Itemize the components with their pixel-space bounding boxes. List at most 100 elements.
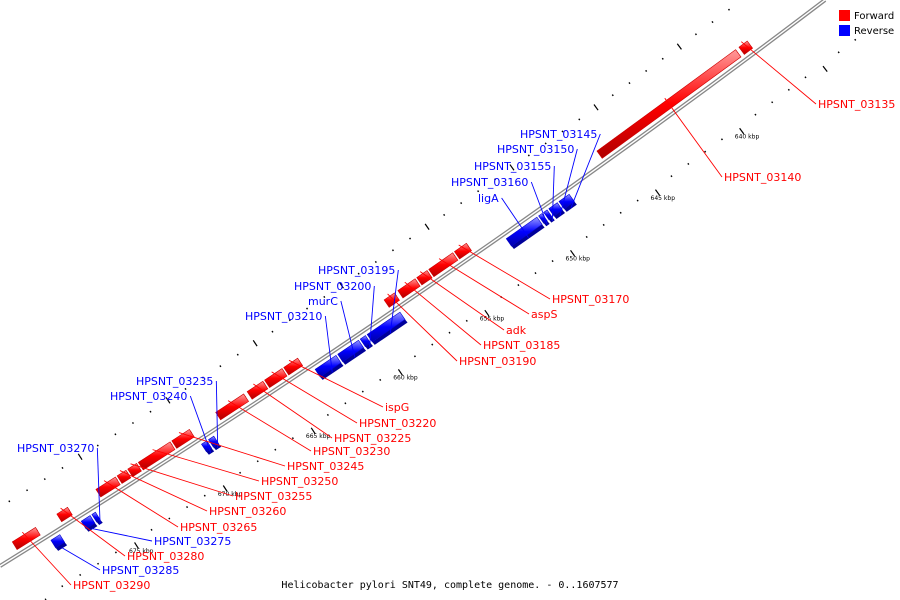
- leader-line: [551, 165, 555, 221]
- inner-major-tick: [339, 282, 344, 289]
- leader-line: [103, 480, 179, 528]
- gene-label-HPSNT_03185[interactable]: HPSNT_03185: [483, 339, 560, 352]
- leader-line: [189, 395, 212, 453]
- gene-label-HPSNT_03195[interactable]: HPSNT_03195: [318, 264, 395, 277]
- minor-tick: [804, 76, 807, 79]
- inner-minor-tick: [96, 444, 99, 447]
- minor-tick: [517, 284, 520, 287]
- gene-HPSNT_03230[interactable]: [215, 393, 250, 421]
- gene-label-HPSNT_03290[interactable]: HPSNT_03290: [73, 579, 150, 592]
- inner-minor-tick: [544, 142, 547, 145]
- gene-HPSNT_03190[interactable]: [383, 292, 400, 308]
- minor-tick: [431, 343, 434, 346]
- tick-label: 670 kbp: [218, 491, 243, 498]
- gene-label-HPSNT_03260[interactable]: HPSNT_03260: [209, 505, 286, 518]
- leader-line: [21, 531, 72, 586]
- tick-layer: 640 kbp 645 kbp 650 kbp 655 kbp 660 kbp 665 k…: [8, 8, 857, 600]
- gene-label-HPSNT_03245[interactable]: HPSNT_03245: [287, 460, 364, 473]
- gene-HPSNT_03185[interactable]: [397, 278, 421, 299]
- inner-minor-tick: [61, 466, 64, 470]
- gene-label-HPSNT_03190[interactable]: HPSNT_03190: [459, 355, 536, 368]
- gene-adk[interactable]: [416, 270, 433, 286]
- gene-HPSNT_03245[interactable]: [171, 428, 195, 449]
- leader-line: [91, 528, 153, 542]
- genome-caption: Helicobacter pylori SNT49, complete geno…: [281, 580, 618, 591]
- minor-tick: [534, 272, 537, 275]
- gene-box: [171, 428, 195, 449]
- minor-tick: [787, 88, 790, 91]
- minor-tick: [687, 162, 690, 166]
- inner-minor-tick: [578, 118, 581, 121]
- major-tick: [397, 369, 403, 376]
- gene-label-HPSNT_03230[interactable]: HPSNT_03230: [313, 445, 390, 458]
- gene-label-HPSNT_03265[interactable]: HPSNT_03265: [180, 521, 257, 534]
- minor-tick: [203, 494, 206, 497]
- gene-box: [137, 441, 176, 471]
- inner-minor-tick: [288, 319, 291, 322]
- inner-major-tick: [676, 43, 682, 50]
- gene-label-HPSNT_03270[interactable]: HPSNT_03270: [17, 442, 94, 455]
- gene-HPSNT_03200[interactable]: [359, 335, 373, 350]
- gene-label-HPSNT_03145[interactable]: HPSNT_03145: [520, 128, 597, 141]
- gene-box: [538, 213, 548, 224]
- inner-minor-tick: [727, 8, 731, 11]
- inner-minor-tick: [201, 376, 204, 379]
- gene-HPSNT_03250[interactable]: [137, 441, 176, 471]
- gene-label-adk[interactable]: adk: [506, 324, 527, 337]
- minor-tick: [585, 235, 588, 239]
- leader-line: [419, 271, 505, 331]
- gene-HPSNT_03290[interactable]: [11, 527, 41, 550]
- gene-label-HPSNT_03240[interactable]: HPSNT_03240: [110, 390, 187, 403]
- gene-label-HPSNT_03140[interactable]: HPSNT_03140: [724, 171, 801, 184]
- gene-label-aspS[interactable]: aspS: [531, 308, 557, 321]
- gene-HPSNT_03280[interactable]: [56, 506, 73, 523]
- leader-line: [340, 300, 356, 358]
- gene-label-HPSNT_03200[interactable]: HPSNT_03200: [294, 280, 371, 293]
- minor-tick: [837, 51, 840, 54]
- leader-line: [119, 470, 208, 512]
- leader-line: [215, 380, 219, 448]
- legend-reverse-label: Reverse: [854, 26, 894, 37]
- gene-label-HPSNT_03150[interactable]: HPSNT_03150: [497, 143, 574, 156]
- gene-label-HPSNT_03135[interactable]: HPSNT_03135: [818, 98, 895, 111]
- gene-label-HPSNT_03225[interactable]: HPSNT_03225: [334, 432, 411, 445]
- gene-HPSNT_03225[interactable]: [246, 380, 269, 400]
- gene-label-HPSNT_03280[interactable]: HPSNT_03280: [127, 550, 204, 563]
- gene-label-HPSNT_03170[interactable]: HPSNT_03170: [552, 293, 629, 306]
- gene-box: [416, 270, 433, 286]
- gene-label-HPSNT_03255[interactable]: HPSNT_03255: [235, 490, 312, 503]
- minor-tick: [465, 319, 468, 322]
- gene-layer: [11, 40, 754, 551]
- gene-label-ligA[interactable]: ligA: [478, 192, 499, 205]
- gene-label-HPSNT_03235[interactable]: HPSNT_03235: [136, 375, 213, 388]
- gene-label-HPSNT_03275[interactable]: HPSNT_03275: [154, 535, 231, 548]
- gene-label-ispG[interactable]: ispG: [385, 401, 409, 414]
- gene-label-HPSNT_03220[interactable]: HPSNT_03220: [359, 417, 436, 430]
- gene-HPSNT_03265[interactable]: [95, 476, 121, 498]
- inner-minor-tick: [357, 272, 360, 275]
- gene-label-murC[interactable]: murC: [308, 295, 338, 308]
- label-layer: HPSNT_03135 HPSNT_03140 HPSNT_03145 HPSNT_0…: [17, 41, 895, 592]
- gene-HPSNT_03220[interactable]: [264, 368, 288, 389]
- gene-box: [50, 534, 66, 549]
- gene-label-HPSNT_03285[interactable]: HPSNT_03285: [102, 564, 179, 577]
- gene-HPSNT_03135[interactable]: [738, 40, 754, 55]
- inner-minor-tick: [460, 202, 463, 205]
- gene-HPSNT_03155[interactable]: [543, 209, 555, 223]
- major-tick: [310, 427, 316, 434]
- gene-label-HPSNT_03155[interactable]: HPSNT_03155: [474, 160, 551, 173]
- leader-line: [530, 181, 548, 225]
- gene-label-HPSNT_03250[interactable]: HPSNT_03250: [261, 475, 338, 488]
- gene-HPSNT_03195[interactable]: [366, 311, 408, 345]
- gene-box: [91, 511, 101, 523]
- gene-ispG[interactable]: [283, 357, 304, 376]
- gene-HPSNT_03170[interactable]: [454, 242, 472, 260]
- minor-tick: [771, 101, 774, 104]
- gene-aspS[interactable]: [428, 252, 459, 278]
- gene-label-HPSNT_03210[interactable]: HPSNT_03210: [245, 310, 322, 323]
- gene-HPSNT_03285[interactable]: [50, 534, 68, 551]
- inner-minor-tick: [611, 94, 614, 97]
- gene-label-HPSNT_03160[interactable]: HPSNT_03160: [451, 176, 528, 189]
- gene-box: [95, 476, 121, 498]
- minor-tick: [168, 517, 171, 520]
